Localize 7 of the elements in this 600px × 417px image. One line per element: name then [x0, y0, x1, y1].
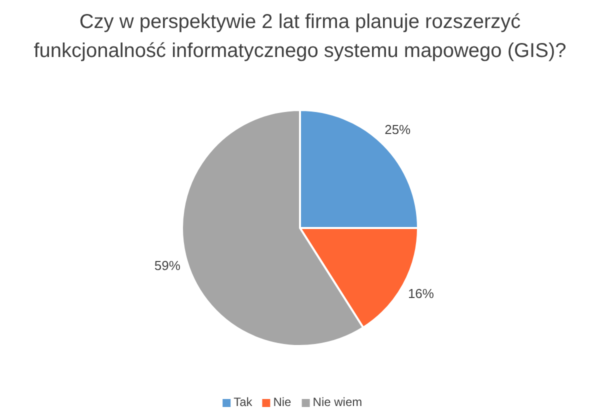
data-label: 59% — [154, 258, 181, 273]
data-label: 16% — [408, 286, 434, 301]
data-label: 25% — [384, 122, 412, 137]
legend-label: Tak — [234, 395, 254, 410]
chart-title: Czy w perspektywie 2 lat firma planuje rozszerzyć funkcjonalność informatycznego systemu mapowego (GIS)? — [34, 11, 566, 62]
legend-label: Nie — [273, 395, 292, 410]
legend-label: Nie wiem — [312, 395, 362, 410]
